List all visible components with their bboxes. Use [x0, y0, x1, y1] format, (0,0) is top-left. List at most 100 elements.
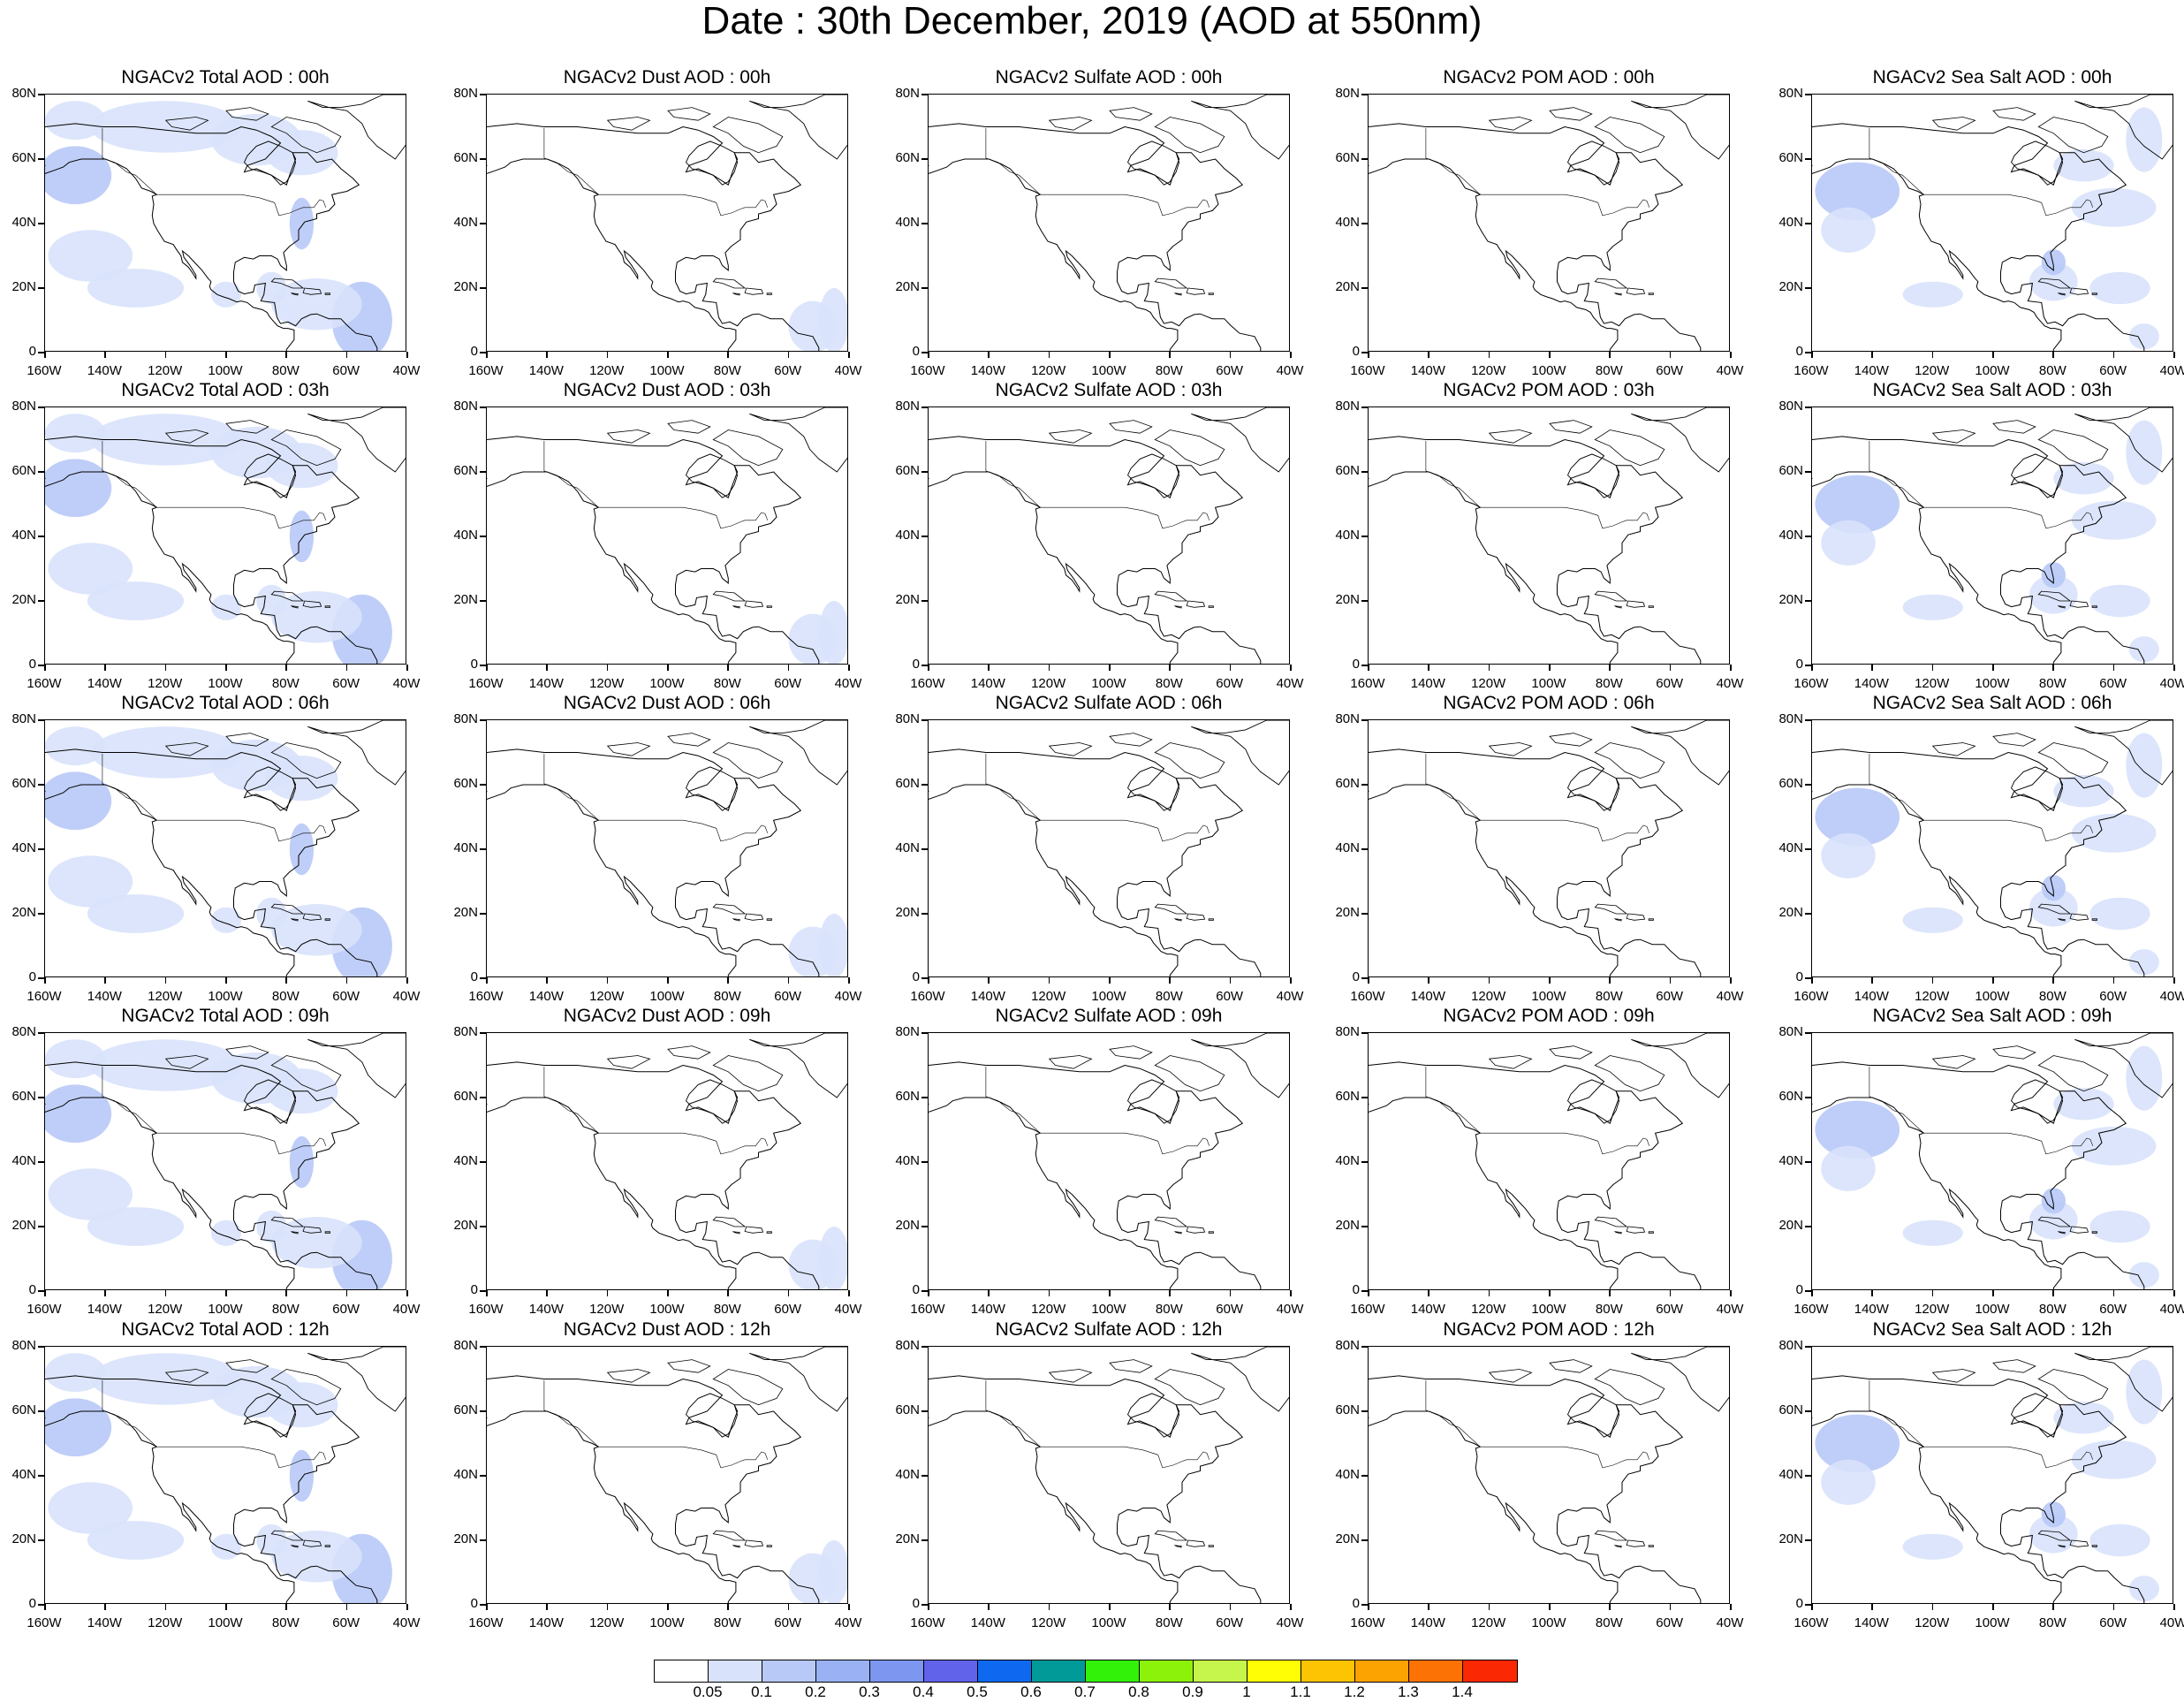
map-panel: NGACv2 Dust AOD : 00h 80N 60N 40N 20N 0 160W 14…: [453, 67, 861, 378]
map-panel: NGACv2 POM AOD : 12h 80N 60N 40N 20N 0 160W 140…: [1335, 1319, 1743, 1630]
x-tick: [928, 1604, 929, 1610]
island-outline: [1594, 1055, 1665, 1092]
colorbar-label: 0.8: [1128, 1683, 1149, 1700]
island-outline: [1173, 1231, 1182, 1235]
x-tick-label: 60W: [1216, 363, 1244, 378]
country-border: [985, 1067, 1210, 1155]
y-tick-label: 80N: [895, 1024, 920, 1039]
island-outline: [606, 117, 651, 131]
y-tick: [480, 600, 486, 602]
country-border: [985, 1380, 1210, 1469]
aod-region: [2126, 1359, 2163, 1425]
map-plot-area: [44, 719, 406, 977]
y-tick-label: 60N: [11, 463, 36, 478]
y-tick: [480, 158, 486, 160]
aod-region: [90, 101, 242, 153]
y-tick-label: 40N: [1778, 528, 1803, 543]
x-tick: [1229, 1290, 1232, 1296]
y-tick: [38, 471, 44, 473]
aod-region: [271, 1531, 362, 1583]
y-tick: [480, 665, 486, 666]
aod-region: [1821, 207, 1876, 253]
map-panel: NGACv2 Total AOD : 00h 80N 60N 40N 20N 0 160W 1…: [11, 67, 420, 378]
y-tick-label: 60N: [11, 150, 36, 165]
x-tick: [1428, 977, 1429, 984]
x-tick: [667, 1290, 669, 1296]
aod-region: [818, 914, 847, 976]
island-outline: [744, 1539, 764, 1547]
y-tick: [38, 784, 44, 786]
x-tick: [1048, 352, 1050, 358]
island-outline: [2037, 1055, 2109, 1092]
map-panel: NGACv2 Sulfate AOD : 00h 80N 60N 40N 20N 0 160…: [895, 67, 1303, 378]
map-svg: [1812, 95, 2173, 351]
panel-title: NGACv2 POM AOD : 12h: [1443, 1319, 1655, 1340]
x-tick: [1730, 1290, 1732, 1296]
island-outline: [1648, 918, 1654, 921]
panel-title: NGACv2 Sea Salt AOD : 12h: [1872, 1319, 2112, 1340]
x-tick: [606, 1290, 609, 1296]
island-outline: [1613, 918, 1622, 922]
map-svg: [1369, 1033, 1729, 1289]
x-tick: [486, 1290, 488, 1296]
island-outline: [1154, 1216, 1188, 1227]
x-tick-label: 40W: [834, 1302, 862, 1317]
y-tick-label: 60N: [1778, 1402, 1803, 1417]
x-tick-label: 160W: [1793, 1615, 1829, 1630]
y-tick: [480, 287, 486, 289]
island-outline: [1648, 1545, 1654, 1547]
x-tick: [1730, 352, 1732, 358]
aod-region: [2029, 1200, 2078, 1240]
country-border: [543, 1380, 769, 1469]
x-tick: [1609, 977, 1611, 984]
island-outline: [2091, 1545, 2097, 1547]
map-svg: [929, 95, 1289, 351]
aod-region: [289, 1136, 315, 1189]
hudson-bay-coast: [2010, 141, 2064, 186]
coastline: [45, 123, 378, 351]
island-outline: [1154, 277, 1188, 289]
x-tick: [406, 1290, 408, 1296]
x-tick: [2173, 1290, 2175, 1296]
island-outline: [1186, 287, 1206, 295]
x-tick-label: 120W: [589, 989, 625, 1004]
y-tick: [1361, 1410, 1368, 1412]
x-tick: [1811, 977, 1813, 984]
panel-title: NGACv2 Sea Salt AOD : 03h: [1872, 380, 2112, 400]
y-tick-label: 20N: [1335, 592, 1360, 607]
map-panel: NGACv2 Sea Salt AOD : 03h 80N 60N 40N 20N 0 16…: [1778, 380, 2184, 691]
x-tick-label: 40W: [1716, 1615, 1744, 1630]
y-tick: [1361, 913, 1368, 915]
y-tick-label: 20N: [11, 592, 36, 607]
y-tick: [480, 1410, 486, 1412]
x-tick: [1048, 977, 1050, 984]
coastline: [1812, 1375, 2145, 1603]
x-tick: [225, 352, 227, 358]
y-tick: [1361, 719, 1368, 721]
island-outline: [744, 287, 764, 295]
y-tick: [480, 536, 486, 537]
x-tick-label: 40W: [1716, 676, 1744, 691]
island-outline: [302, 1539, 322, 1547]
x-tick-label: 60W: [1216, 1615, 1244, 1630]
hudson-bay-coast: [1566, 1393, 1620, 1438]
y-tick: [38, 977, 44, 979]
x-tick: [164, 1604, 167, 1610]
x-tick: [2112, 352, 2115, 358]
y-tick: [480, 784, 486, 786]
aod-region: [45, 771, 112, 831]
x-tick-label: 60W: [774, 1615, 802, 1630]
island-outline: [1626, 1226, 1646, 1234]
y-tick: [1361, 784, 1368, 786]
island-outline: [2057, 605, 2066, 609]
aod-region: [90, 1039, 242, 1091]
island-outline: [1109, 420, 1153, 434]
y-tick: [921, 536, 928, 537]
x-tick-label: 80W: [1595, 676, 1623, 691]
island-outline: [2057, 1545, 2066, 1548]
x-tick-label: 100W: [208, 676, 243, 691]
x-tick: [1488, 665, 1490, 671]
map-plot-area: [1368, 407, 1730, 665]
x-tick: [727, 1290, 729, 1296]
coastline: [1812, 123, 2145, 351]
